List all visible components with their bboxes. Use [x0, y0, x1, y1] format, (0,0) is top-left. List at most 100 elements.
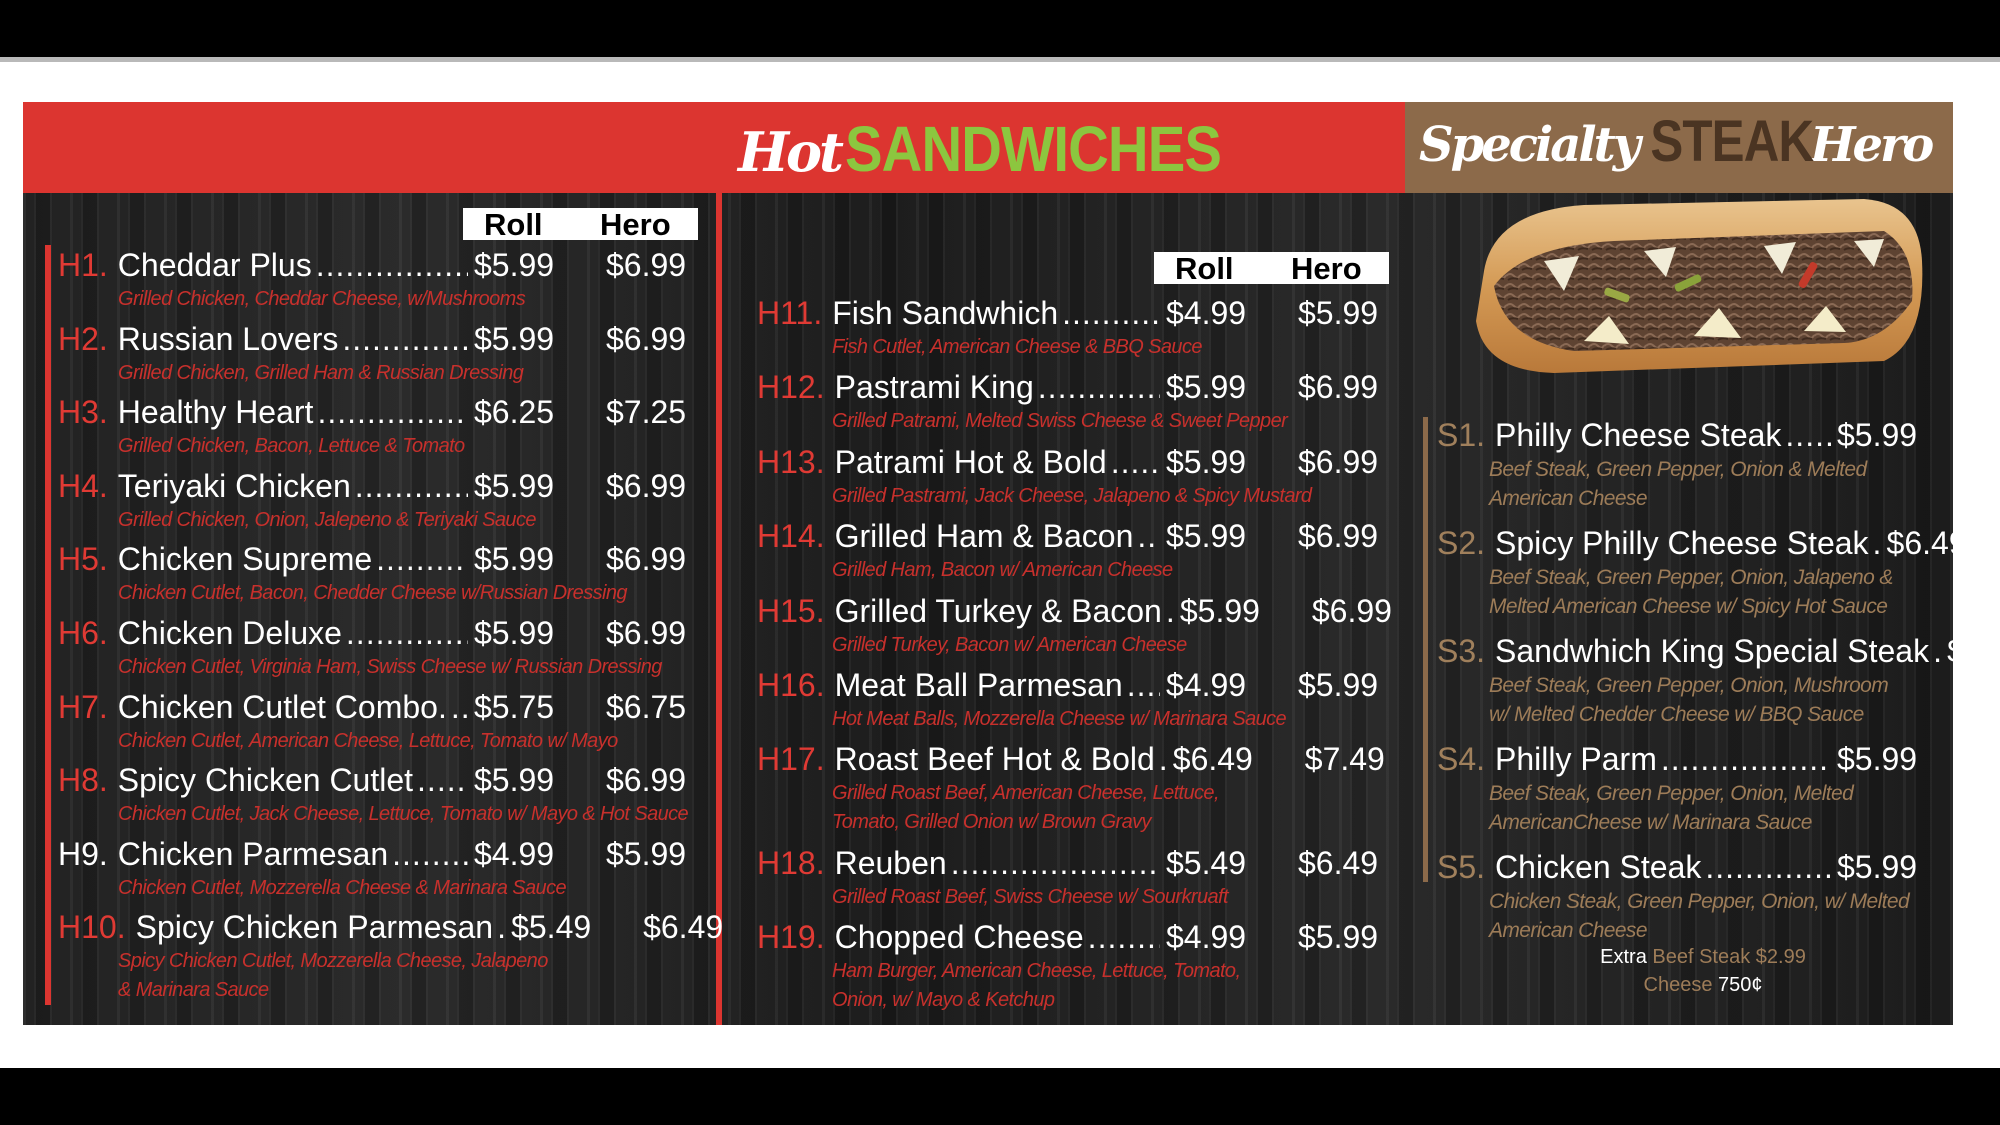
hero-price: $6.99 [606, 320, 687, 357]
item-description: Grilled Patrami, Melted Swiss Cheese & S… [832, 410, 1288, 433]
dot-leader [1038, 367, 1160, 407]
item-description: Grilled Chicken, Onion, Jalepeno & Teriy… [118, 508, 536, 531]
menu-item-line: H16.Meat Ball Parmesan $4.99 $5.99 [757, 665, 1390, 705]
hero-price: $6.75 [606, 688, 687, 725]
menu-item: H6.Chicken Deluxe $5.99 $6.99 Chicken Cutle… [58, 613, 698, 682]
item-code: H4. [58, 467, 108, 504]
item-name: Patrami Hot & Bold [834, 443, 1107, 480]
dot-leader [417, 760, 468, 800]
hot-sandwiches-header: Hot SANDWICHES [23, 102, 1405, 193]
dot-leader [1661, 739, 1831, 779]
specialty-steak-title: Specialty STEAK Hero [1419, 108, 1934, 175]
roll-price: $5.99 [474, 615, 555, 651]
menu-item: H2.Russian Lovers $5.99 $6.99 Grilled Chick… [58, 319, 698, 388]
item-name: Cheddar Plus [117, 247, 312, 283]
dot-leader [317, 392, 468, 432]
menu-item-line: H13.Patrami Hot & Bold $5.99 $6.99 [757, 442, 1390, 482]
item-code: H9. [58, 835, 108, 872]
menu-item: S3.Sandwhich King Special Steak $6.99 Beef… [1437, 631, 1953, 729]
column-divider [716, 193, 722, 1025]
hero-price: $6.99 [1298, 443, 1379, 480]
item-description: Chicken Cutlet, Bacon, Chedder Cheese w/… [118, 582, 628, 605]
roll-price: $5.75 [474, 688, 555, 725]
hero-price: $6.99 [1311, 592, 1392, 629]
item-name: Chopped Cheese [834, 919, 1084, 956]
menu-item: H3.Healthy Heart $6.25 $7.25 Grilled Chicke… [58, 392, 698, 461]
roll-hero-header-left: Roll Hero [463, 207, 698, 242]
menu-item-line: H8.Spicy Chicken Cutlet $5.99 $6.99 [58, 760, 698, 800]
item-price: $6.49 [1886, 525, 1953, 561]
hero-price: $7.25 [606, 394, 687, 431]
item-name: Chicken Deluxe [117, 615, 342, 651]
item-price: $5.99 [1837, 417, 1918, 453]
item-code: H7. [58, 688, 108, 725]
item-code: H13. [757, 443, 825, 480]
roll-price: $5.99 [474, 247, 555, 283]
menu-item-line: H1.Cheddar Plus $5.99 $6.99 [58, 245, 698, 285]
item-name: Grilled Turkey & Bacon [834, 592, 1162, 629]
item-name: Philly Cheese Steak [1495, 417, 1782, 453]
dot-leader [1127, 665, 1160, 705]
top-divider [0, 57, 2000, 62]
philly-cheesesteak-photo [1476, 199, 1923, 373]
item-code: H2. [58, 320, 108, 357]
item-code: S1. [1437, 417, 1486, 453]
top-black-bar [0, 0, 2000, 57]
roll-price: $4.99 [474, 835, 555, 872]
roll-price: $4.99 [1166, 667, 1247, 703]
menu-item-line: H9.Chicken Parmesan $4.99 $5.99 [58, 834, 698, 874]
dot-leader [1166, 591, 1174, 631]
hero-price: $7.49 [1304, 741, 1385, 778]
hot-word: Hot [738, 120, 844, 184]
roll-price: $6.49 [1172, 741, 1253, 778]
dot-leader [1933, 631, 1941, 671]
menu-item-line: H19.Chopped Cheese $4.99 $5.99 [757, 917, 1390, 957]
item-code: H5. [58, 541, 108, 578]
menu-item-line: H10.Spicy Chicken Parmesan $5.49 $6.49 [58, 907, 723, 947]
steak-accent-bar [1423, 417, 1428, 882]
menu-item-line: H18.Reuben $5.49 $6.49 [757, 843, 1390, 883]
item-code: H18. [757, 844, 825, 881]
menu-item: H17.Roast Beef Hot & Bold $6.49 $7.49 Grill… [757, 739, 1390, 837]
specialty-word: Specialty [1419, 117, 1641, 173]
item-description: Grilled Roast Beef, Swiss Cheese w/ Sour… [832, 885, 1229, 908]
item-description: Grilled Turkey, Bacon w/ American Cheese [832, 633, 1187, 656]
dot-leader [1137, 516, 1160, 556]
roll-label: Roll [484, 207, 543, 242]
item-name: Meat Ball Parmesan [834, 667, 1123, 703]
item-price: $5.99 [1837, 849, 1918, 885]
item-name: Pastrami King [834, 369, 1034, 406]
hero-price: $6.99 [606, 762, 687, 799]
menu-item-line: H14.Grilled Ham & Bacon $5.99 $6.99 [757, 516, 1390, 556]
dot-leader [376, 539, 468, 579]
item-name: Reuben [834, 844, 947, 881]
item-description: Fish Cutlet, American Cheese & BBQ Sauce [832, 336, 1202, 358]
menu-item-line: H4.Teriyaki Chicken $5.99 $6.99 [58, 466, 698, 506]
dot-leader [1785, 415, 1831, 455]
menu-item: H15.Grilled Turkey & Bacon $5.99 $6.99 Gril… [757, 591, 1392, 660]
menu-item: H12.Pastrami King $5.99 $6.99 Grilled Patra… [757, 367, 1390, 436]
roll-price: $5.99 [474, 467, 555, 504]
dot-leader [951, 843, 1160, 883]
item-name: Sandwhich King Special Steak [1495, 633, 1930, 669]
menu-item: H16.Meat Ball Parmesan $4.99 $5.99 Hot Meat… [757, 665, 1390, 734]
menu-item-line: S5.Chicken Steak $5.99 [1437, 847, 1921, 887]
menu-item-line: H15.Grilled Turkey & Bacon $5.99 $6.99 [757, 591, 1392, 631]
hero-price: $6.99 [1298, 369, 1379, 406]
bottom-black-bar [0, 1068, 2000, 1125]
item-description: Grilled Roast Beef, American Cheese, Let… [832, 782, 1220, 805]
dot-leader [316, 245, 468, 285]
roll-price: $5.49 [1166, 844, 1247, 881]
menu-item-line: S2.Spicy Philly Cheese Steak $6.49 [1437, 523, 1953, 563]
menu-item: H7.Chicken Cutlet Combo. $5.75 $6.75 Chicke… [58, 687, 698, 756]
item-description: Grilled Chicken, Grilled Ham & Russian D… [118, 361, 524, 384]
roll-price: $4.99 [1166, 919, 1247, 956]
menu-item: H14.Grilled Ham & Bacon $5.99 $6.99 Grilled… [757, 516, 1390, 585]
menu-item: H19.Chopped Cheese $4.99 $5.99 Ham Burger, … [757, 917, 1390, 1015]
item-name: Fish Sandwhich [832, 295, 1059, 331]
hero-price: $6.99 [606, 615, 687, 651]
roll-price: $6.25 [474, 394, 555, 431]
menu-item-line: H11.Fish Sandwhich $4.99 $5.99 [757, 293, 1390, 333]
extras-note: Extra Beef Steak $2.99 Cheese 750¢ [1583, 943, 1823, 999]
item-code: S3. [1437, 633, 1486, 669]
